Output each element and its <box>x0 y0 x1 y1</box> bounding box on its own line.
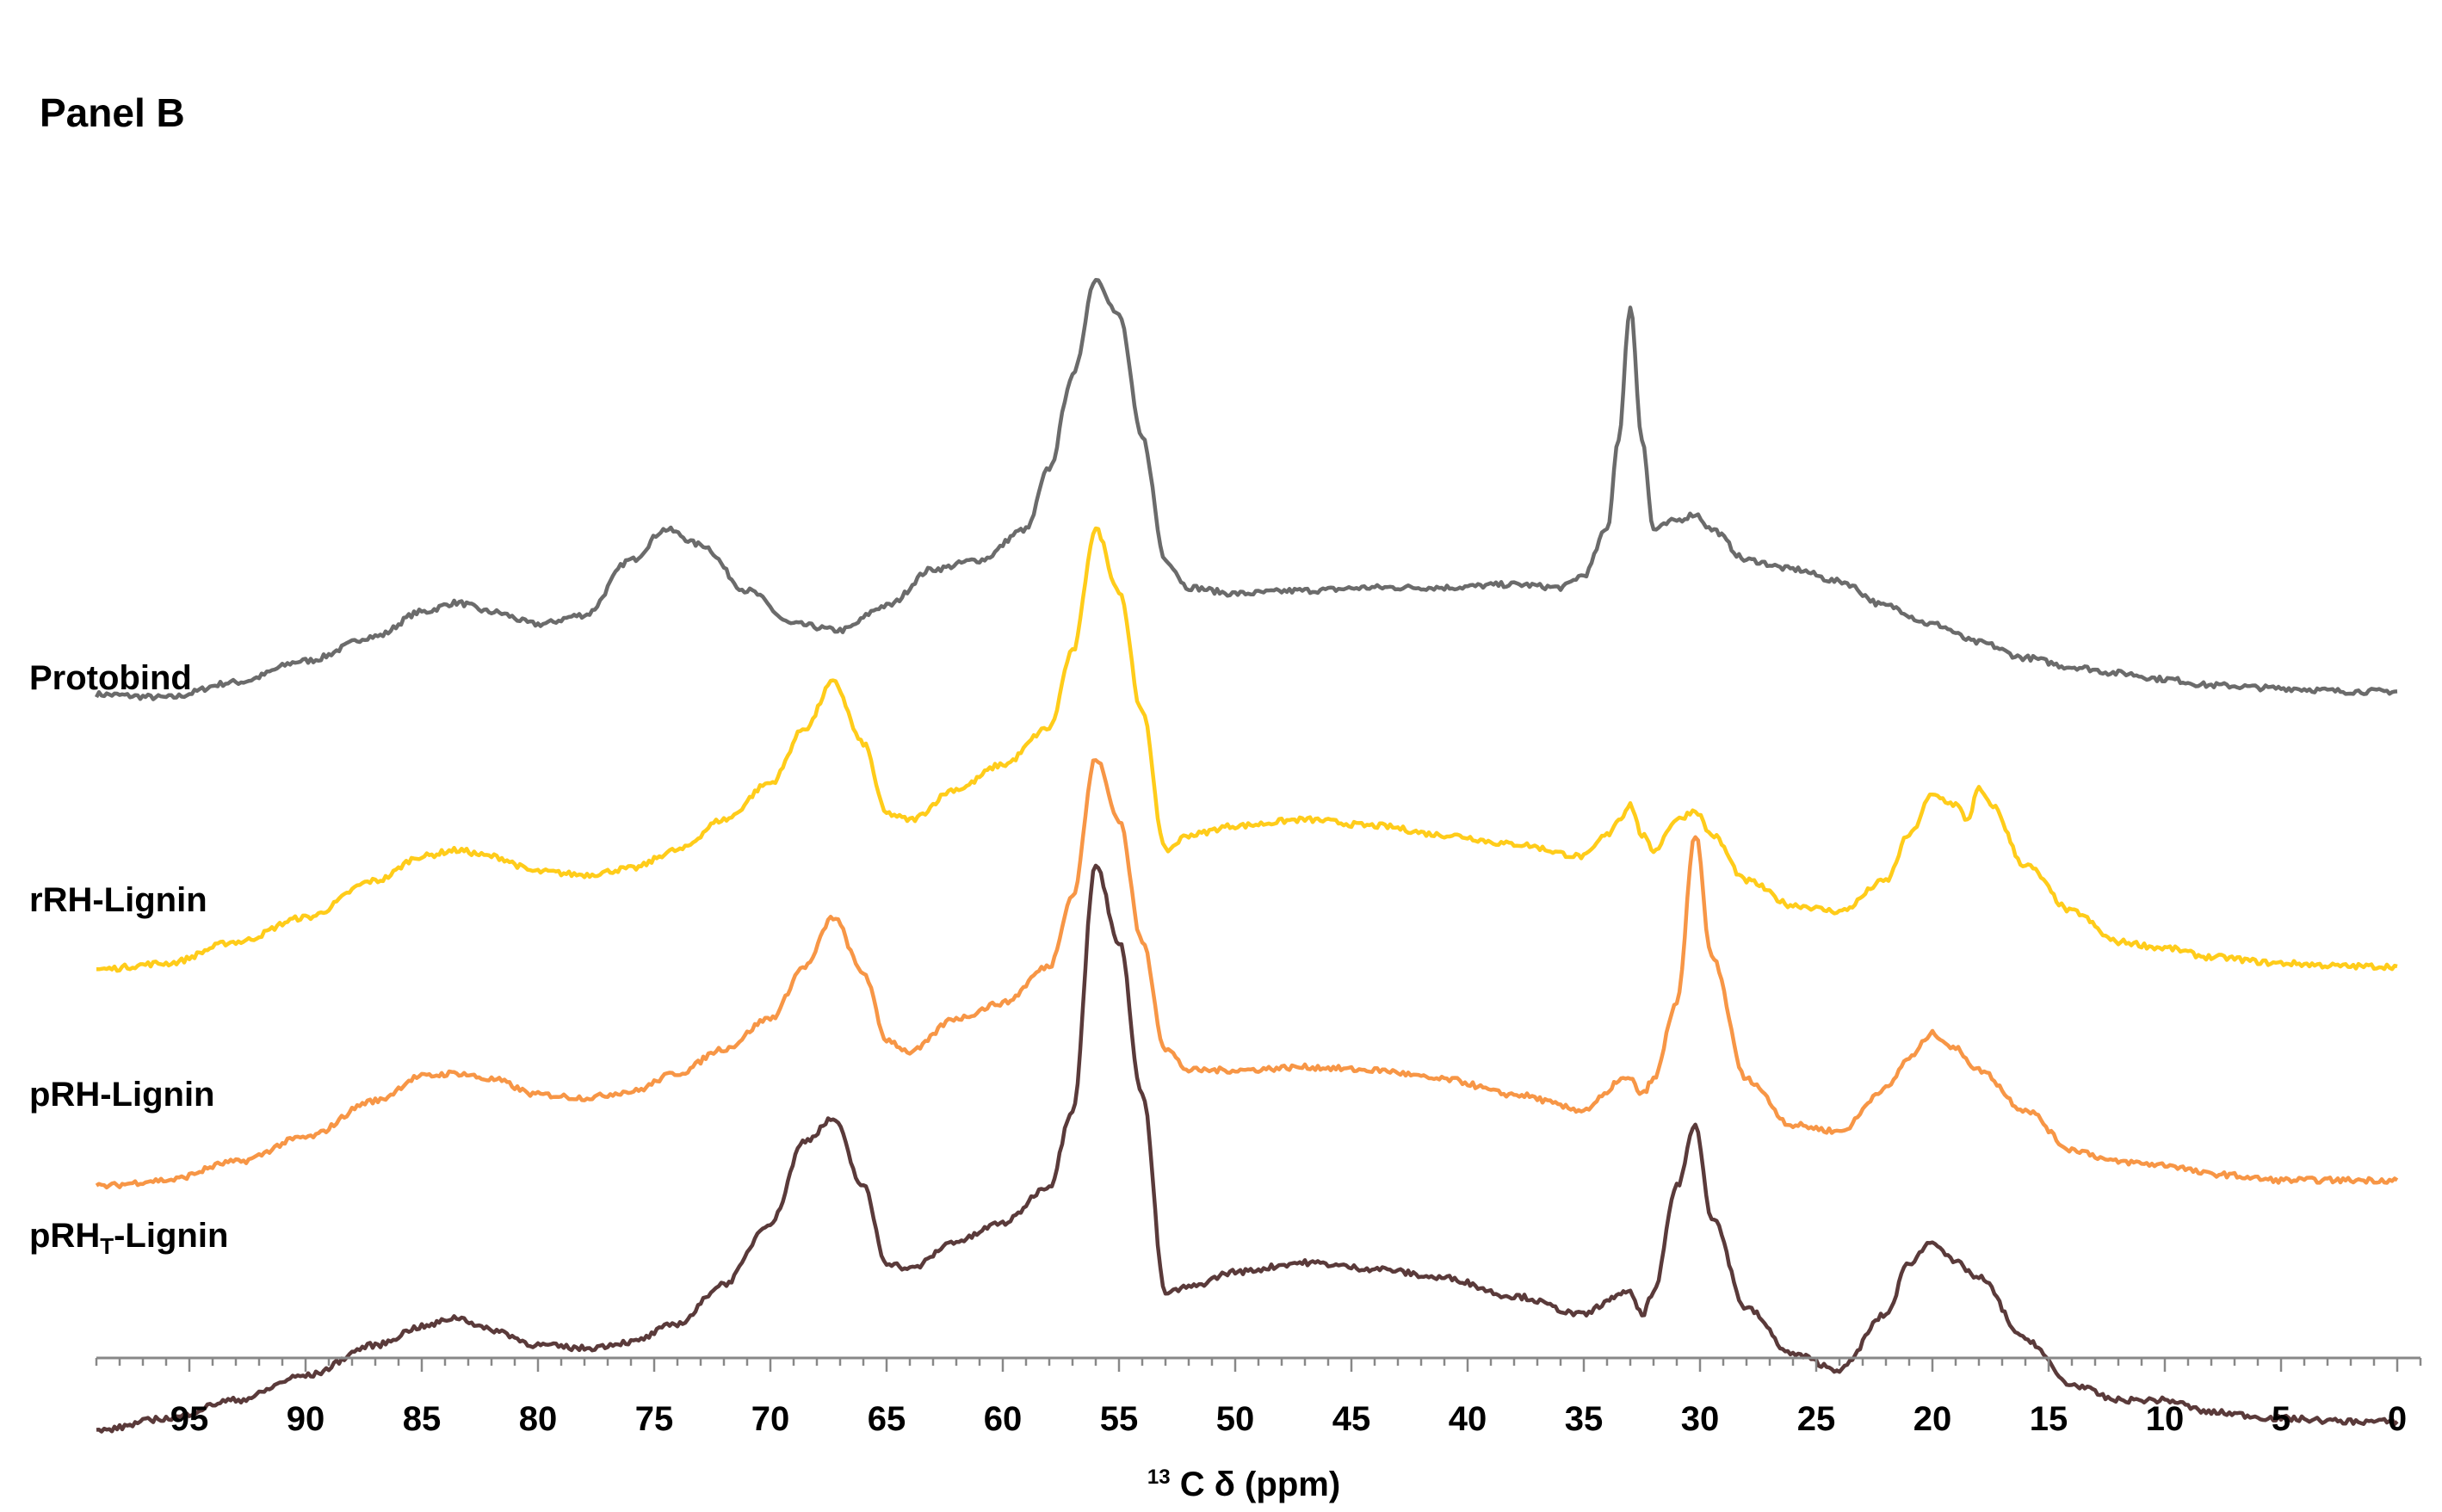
x-axis-title-text: C δ (ppm) <box>1180 1466 1340 1503</box>
x-tick-label: 95 <box>170 1400 209 1438</box>
series-label-prht-subscript: T <box>100 1233 114 1259</box>
x-tick-label: 25 <box>1797 1400 1836 1438</box>
x-axis-title: 13 C δ (ppm) <box>1147 1453 1340 1503</box>
series-label-protobind: Protobind <box>29 659 192 697</box>
x-tick-label: 45 <box>1332 1400 1371 1438</box>
series-label-prh-lignin: pRH-Lignin <box>29 1076 215 1114</box>
x-axis-title-superscript: 13 <box>1147 1466 1171 1489</box>
x-tick-label: 40 <box>1449 1400 1487 1438</box>
x-tick-label: 35 <box>1565 1400 1604 1438</box>
series-line-prh-lignin <box>95 758 2399 1190</box>
series-line-rrh-lignin <box>96 526 2398 973</box>
series-layer <box>95 278 2399 1434</box>
x-tick-label: 55 <box>1100 1400 1139 1438</box>
series-label-prht-base: pRH <box>29 1217 101 1255</box>
x-tick-label: 60 <box>984 1400 1023 1438</box>
series-line-protobind <box>95 278 2398 701</box>
x-tick-label: 65 <box>868 1400 906 1438</box>
panel-title: Panel B <box>40 90 185 135</box>
x-tick-label: 30 <box>1681 1400 1720 1438</box>
x-tick-label: 85 <box>403 1400 442 1438</box>
series-line-prht-lignin <box>96 863 2399 1434</box>
x-tick-label: 10 <box>2146 1400 2185 1438</box>
x-tick-label: 70 <box>751 1400 790 1438</box>
x-tick-label: 0 <box>2388 1400 2407 1438</box>
x-tick-label: 75 <box>635 1400 674 1438</box>
x-tick-label: 20 <box>1913 1400 1952 1438</box>
x-tick-label: 5 <box>2272 1400 2291 1438</box>
x-tick-label: 50 <box>1216 1400 1255 1438</box>
x-axis-ticks: 95 90 85 80 75 70 65 60 55 50 45 40 35 30 25 20 15 10 5 0 <box>95 1358 2422 1438</box>
x-tick-label: 15 <box>2030 1400 2068 1438</box>
series-label-rrh-lignin: rRH-Lignin <box>29 881 207 919</box>
x-tick-label: 80 <box>519 1400 558 1438</box>
series-label-prht-suffix: -Lignin <box>114 1217 229 1255</box>
x-tick-label: 90 <box>287 1400 325 1438</box>
series-label-prht-lignin: pRHT-Lignin <box>29 1217 228 1260</box>
